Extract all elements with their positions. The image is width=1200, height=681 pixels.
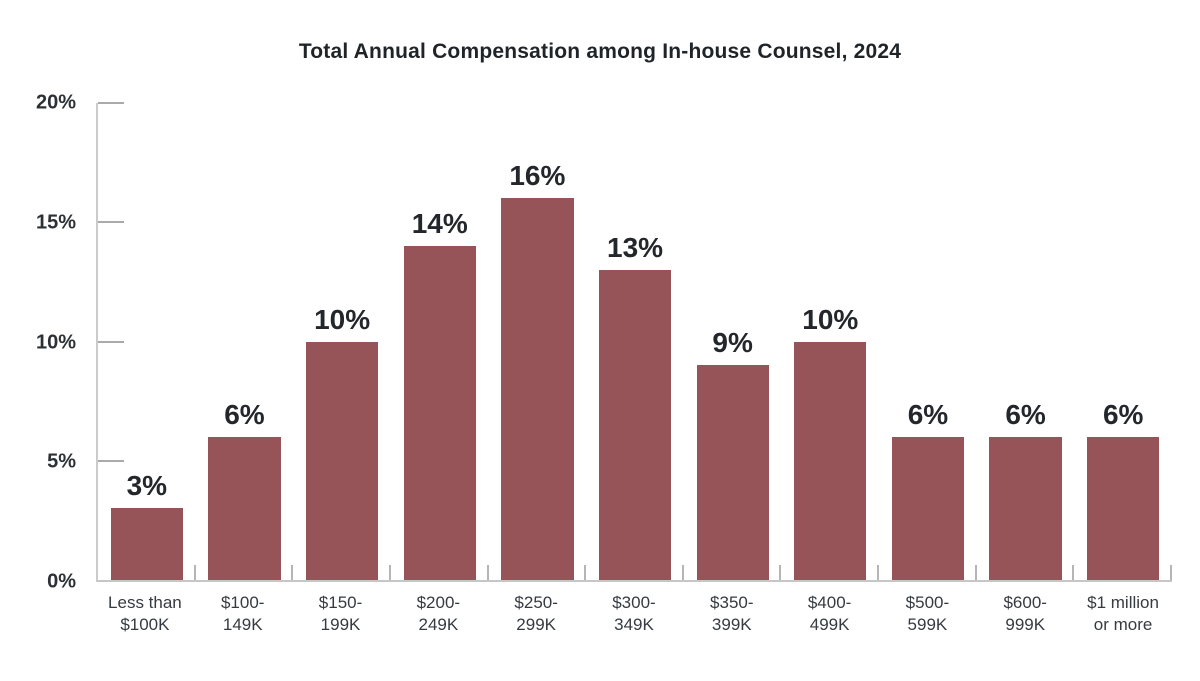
bar-slot: 10%: [781, 103, 879, 580]
bar-slot: 6%: [879, 103, 977, 580]
bar-value-label: 9%: [712, 327, 753, 359]
y-axis-tick-label: 20%: [35, 91, 76, 114]
bar-value-label: 10%: [314, 303, 371, 335]
y-axis-tick-label: 5%: [47, 450, 76, 473]
x-axis-tick-mark: [584, 565, 587, 580]
bar: [403, 246, 476, 580]
x-axis-tick-mark: [486, 565, 489, 580]
bars-row: 3% 6% 10% 14% 16% 13% 9% 10% 6% 6% 6%: [98, 103, 1172, 580]
bar: [305, 341, 379, 580]
plot-area: 3% 6% 10% 14% 16% 13% 9% 10% 6% 6% 6%: [96, 102, 1172, 582]
x-axis-tick-mark: [193, 565, 196, 580]
bar-value-label: 13%: [607, 231, 664, 263]
y-axis-tick-label: 10%: [35, 331, 76, 353]
bar-value-label: 6%: [907, 398, 949, 430]
bar-slot: 3%: [98, 103, 196, 580]
y-axis-tick-label: 15%: [35, 211, 76, 234]
y-axis-tick-mark: [98, 102, 124, 104]
bar: [598, 269, 672, 580]
bar-slot: 13%: [586, 103, 684, 580]
x-axis: Less than $100K $100- 149K $150- 199K $200- 249…: [96, 592, 1172, 636]
x-axis-category-label: $500- 599K: [905, 593, 950, 634]
bar-value-label: 3%: [126, 470, 168, 502]
x-axis-category-label: $1 million or more: [1087, 593, 1159, 634]
bar: [794, 341, 867, 580]
x-axis-category-label: $200- 249K: [416, 593, 461, 634]
bar: [1087, 436, 1160, 580]
x-axis-category-label: $600- 999K: [1003, 593, 1047, 634]
x-axis-tick-mark: [681, 565, 684, 580]
x-axis-category-label: $150- 199K: [318, 593, 363, 634]
bar: [696, 365, 769, 580]
y-axis-tick-mark: [98, 459, 124, 462]
bar: [208, 436, 281, 580]
x-axis-tick-mark: [1072, 565, 1075, 580]
x-axis-category-label: $350- 399K: [710, 593, 754, 634]
x-axis-category-label: $300- 349K: [612, 593, 656, 634]
bar: [501, 198, 574, 580]
x-axis-category-label: $250- 299K: [514, 593, 558, 634]
bar-value-label: 6%: [1005, 398, 1046, 430]
x-axis-category-label: $400- 499K: [807, 593, 852, 634]
x-axis-tick-mark: [1170, 565, 1172, 580]
x-axis-tick-mark: [877, 565, 880, 580]
x-axis-tick-mark: [291, 565, 294, 580]
y-axis-tick-mark: [98, 221, 124, 224]
chart-title: Total Annual Compensation among In-house…: [298, 40, 902, 63]
bar-slot: 10%: [293, 103, 391, 580]
bar-slot: 6%: [1074, 103, 1172, 580]
y-axis-tick-mark: [98, 340, 124, 343]
bar: [110, 508, 183, 580]
bar-value-label: 10%: [802, 303, 859, 335]
bar-value-label: 14%: [411, 208, 468, 240]
bar-slot: 14%: [391, 103, 489, 580]
y-axis: 0% 5% 10% 15% 20%: [0, 92, 76, 593]
bar-slot: 6%: [196, 103, 294, 580]
x-axis-tick-mark: [779, 565, 782, 580]
bar-slot: 9%: [684, 103, 782, 580]
x-axis-category-label: Less than $100K: [108, 593, 182, 634]
bar: [989, 436, 1062, 580]
x-axis-tick-mark: [974, 565, 977, 580]
x-axis-category-label: $100- 149K: [220, 593, 265, 634]
bar-value-label: 6%: [1102, 398, 1144, 430]
bar-value-label: 6%: [224, 398, 265, 430]
bar: [891, 436, 965, 580]
y-axis-tick-label: 0%: [47, 570, 76, 593]
x-axis-tick-mark: [388, 565, 391, 580]
bar-value-label: 16%: [509, 160, 566, 192]
bar-slot: 6%: [977, 103, 1075, 580]
bar-slot: 16%: [489, 103, 587, 580]
